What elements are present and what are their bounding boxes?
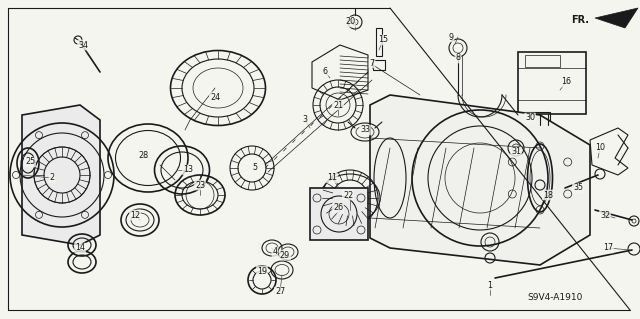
Text: 31: 31	[511, 147, 521, 157]
Text: 1: 1	[488, 280, 493, 290]
Text: 34: 34	[78, 41, 88, 49]
Text: 32: 32	[600, 211, 610, 219]
Text: 30: 30	[525, 114, 535, 122]
Text: 13: 13	[183, 166, 193, 174]
Text: 14: 14	[75, 243, 85, 253]
Text: 17: 17	[603, 243, 613, 253]
Text: S9V4-A1910: S9V4-A1910	[527, 293, 582, 302]
Text: 28: 28	[138, 151, 148, 160]
Text: 6: 6	[323, 68, 328, 77]
Text: 20: 20	[345, 18, 355, 26]
Polygon shape	[370, 95, 590, 265]
Text: 15: 15	[378, 35, 388, 44]
Bar	[525, 55, 560, 67]
Text: 27: 27	[275, 287, 285, 296]
Bar	[310, 188, 368, 240]
Text: 16: 16	[561, 78, 571, 86]
Text: 10: 10	[595, 144, 605, 152]
Bar	[373, 60, 385, 70]
Text: FR.: FR.	[571, 15, 589, 25]
Text: 5: 5	[252, 164, 257, 173]
Polygon shape	[595, 8, 638, 28]
Text: 21: 21	[333, 100, 343, 109]
Bar	[376, 28, 382, 56]
Text: 19: 19	[257, 266, 267, 276]
Text: 23: 23	[195, 181, 205, 189]
Text: 4: 4	[273, 248, 278, 256]
Text: 3: 3	[303, 115, 307, 124]
Text: 25: 25	[25, 158, 35, 167]
Text: 24: 24	[210, 93, 220, 101]
Text: 12: 12	[130, 211, 140, 219]
Text: 29: 29	[280, 250, 290, 259]
Text: 18: 18	[543, 190, 553, 199]
Text: 11: 11	[327, 174, 337, 182]
Text: 22: 22	[343, 190, 353, 199]
Text: 35: 35	[573, 183, 583, 192]
Text: 8: 8	[456, 54, 461, 63]
Polygon shape	[22, 105, 100, 245]
Text: 33: 33	[360, 125, 370, 135]
Text: 7: 7	[369, 58, 374, 68]
Bar	[510, 112, 550, 137]
Bar	[518, 52, 586, 114]
Text: 2: 2	[49, 174, 54, 182]
Text: 26: 26	[333, 204, 343, 212]
Text: 9: 9	[449, 33, 454, 41]
